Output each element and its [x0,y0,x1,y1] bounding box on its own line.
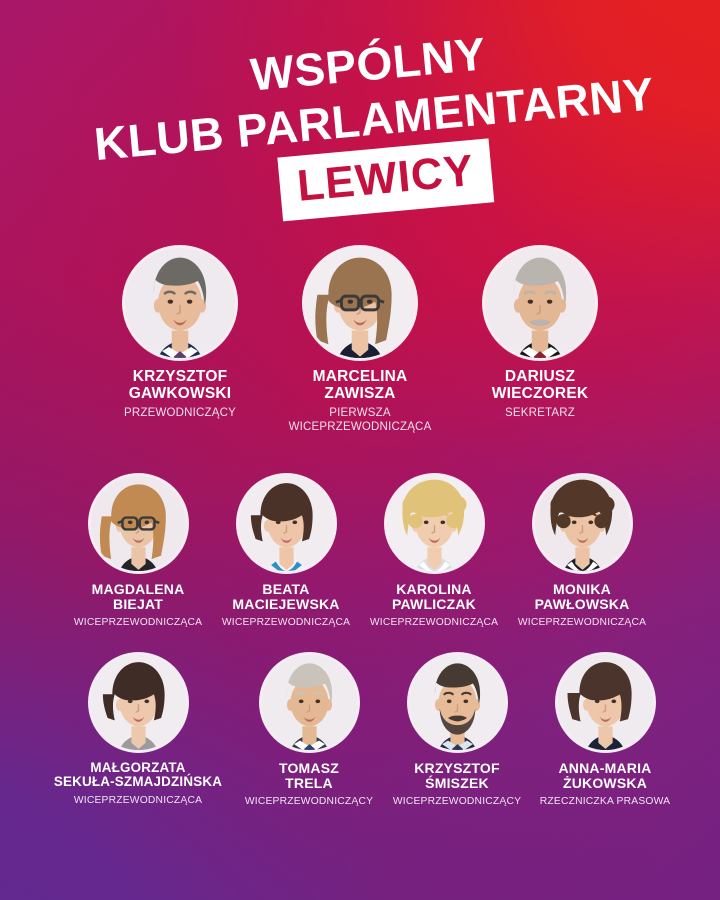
person-card[interactable]: ANNA-MARIA ŻUKOWSKA RZECZNICZKA PRASOWA [535,655,675,809]
person-role: WICEPRZEWODNICZĄCA [73,794,203,806]
portrait-beata-maciejewska [238,476,334,571]
person-role: WICEPRZEWODNICZĄCA [517,617,647,629]
person-name: TOMASZ TRELA [278,760,340,792]
portrait-karolina-pawliczak [386,476,482,571]
person-name: DARIUSZ WIECZOREK [491,368,589,402]
person-role: PRZEWODNICZĄCY [123,407,237,420]
person-card[interactable]: KRZYSZTOF GAWKOWSKI PRZEWODNICZĄCY [100,248,260,435]
person-name: MAGDALENA BIEJAT [91,581,185,613]
portrait-krzysztof-smiszek [409,655,505,750]
person-role: WICEPRZEWODNICZĄCA [221,617,351,629]
portrait-monika-pawlowska [534,476,630,571]
person-card[interactable]: DARIUSZ WIECZOREK SEKRETARZ [460,248,620,435]
people-row-vice-chairs-2: MAŁGORZATA SEKUŁA-SZMAJDZIŃSKA WICEPRZEWOD… [0,655,720,809]
person-card[interactable]: BEATA MACIEJEWSKA WICEPRZEWODNICZĄCA [216,476,356,630]
person-role: WICEPRZEWODNICZĄCY [244,796,374,808]
person-role: RZECZNICZKA PRASOWA [539,796,671,808]
person-name: MONIKA PAWŁOWSKA [534,581,630,613]
person-role: WICEPRZEWODNICZĄCA [73,617,203,629]
person-name: KRZYSZTOF ŚMISZEK [414,760,500,792]
person-card[interactable]: KAROLINA PAWLICZAK WICEPRZEWODNICZĄCA [364,476,504,630]
title-badge-lewicy: LEWICY [277,138,494,222]
person-name: KAROLINA PAWLICZAK [392,581,476,613]
portrait-anna-maria-zukowska [557,655,653,750]
person-role: SEKRETARZ [505,407,575,420]
portrait-malgorzata-sekula-szmajdzinska [90,655,186,750]
person-card[interactable]: MAGDALENA BIEJAT WICEPRZEWODNICZĄCA [68,476,208,630]
people-row-leadership: KRZYSZTOF GAWKOWSKI PRZEWODNICZĄCY MARCELIN… [0,248,720,435]
people-row-vice-chairs-1: MAGDALENA BIEJAT WICEPRZEWODNICZĄCA BEATA MA… [0,476,720,630]
portrait-marcelina-zawisza [305,248,415,358]
portrait-dariusz-wieczorek [485,248,595,358]
person-card[interactable]: TOMASZ TRELA WICEPRZEWODNICZĄCY [239,655,379,809]
person-card[interactable]: MONIKA PAWŁOWSKA WICEPRZEWODNICZĄCA [512,476,652,630]
person-name: KRZYSZTOF GAWKOWSKI [128,368,232,402]
portrait-tomasz-trela [261,655,357,750]
person-card[interactable]: KRZYSZTOF ŚMISZEK WICEPRZEWODNICZĄCY [387,655,527,809]
portrait-krzysztof-gawkowski [125,248,235,358]
person-role: PIERWSZA WICEPRZEWODNICZĄCA [288,407,432,434]
person-name: BEATA MACIEJEWSKA [232,581,340,613]
person-role: WICEPRZEWODNICZĄCY [392,796,522,808]
person-name: MARCELINA ZAWISZA [312,368,408,402]
person-card[interactable]: MARCELINA ZAWISZA PIERWSZA WICEPRZEWODNICZ… [280,248,440,435]
person-role: WICEPRZEWODNICZĄCA [369,617,499,629]
person-card[interactable]: MAŁGORZATA SEKUŁA-SZMAJDZIŃSKA WICEPRZEWOD… [45,655,231,809]
poster-title: WSPÓLNY KLUB PARLAMENTARNY LEWICY [0,10,720,247]
portrait-magdalena-biejat [90,476,186,571]
person-name: ANNA-MARIA ŻUKOWSKA [558,760,652,792]
person-name: MAŁGORZATA SEKUŁA-SZMAJDZIŃSKA [53,760,223,790]
